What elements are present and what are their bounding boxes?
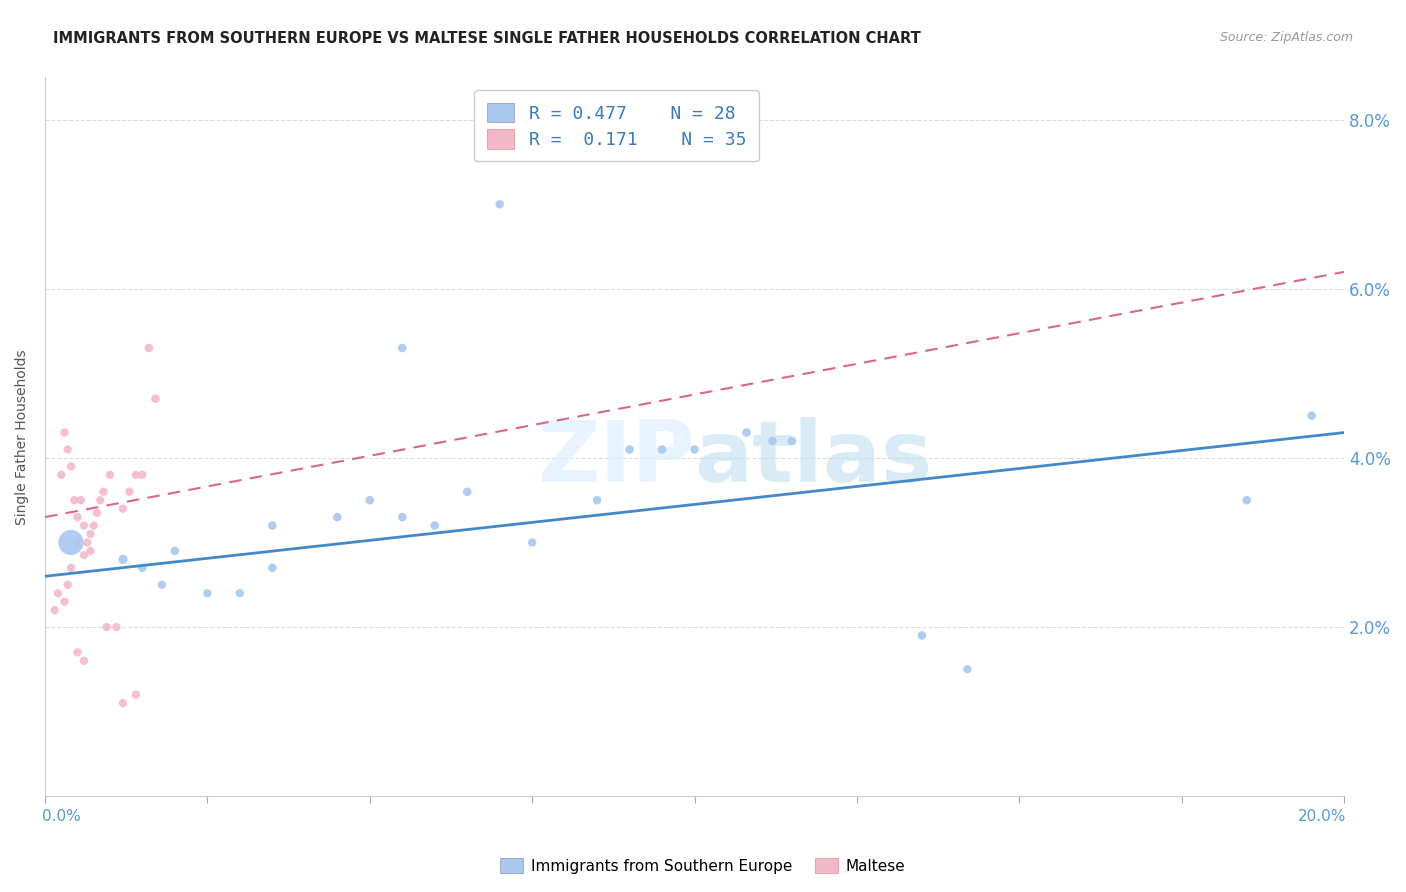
Text: Source: ZipAtlas.com: Source: ZipAtlas.com: [1219, 31, 1353, 45]
Point: [651, 442, 673, 457]
Point: [619, 442, 641, 457]
Point: [44, 603, 66, 617]
Point: [96, 620, 118, 634]
Point: [262, 561, 284, 575]
Point: [111, 552, 134, 566]
Point: [956, 662, 979, 676]
Point: [56, 578, 79, 592]
Point: [53, 594, 76, 608]
Point: [683, 442, 706, 457]
Point: [145, 392, 167, 406]
Point: [735, 425, 758, 440]
Point: [73, 548, 96, 562]
Point: [359, 493, 381, 508]
Point: [66, 645, 89, 659]
Point: [93, 484, 115, 499]
Point: [59, 459, 82, 474]
Point: [488, 197, 510, 211]
Point: [138, 341, 160, 355]
Point: [1236, 493, 1258, 508]
Point: [69, 493, 91, 508]
Point: [46, 586, 69, 600]
Point: [111, 501, 134, 516]
Point: [586, 493, 609, 508]
Point: [1301, 409, 1323, 423]
Y-axis label: Single Father Households: Single Father Households: [15, 349, 30, 524]
Point: [391, 510, 413, 524]
Point: [761, 434, 783, 448]
Point: [131, 467, 153, 482]
Legend: R = 0.477    N = 28, R =  0.171    N = 35: R = 0.477 N = 28, R = 0.171 N = 35: [474, 90, 759, 161]
Point: [520, 535, 543, 549]
Text: ZIP: ZIP: [537, 417, 695, 500]
Point: [118, 484, 141, 499]
Point: [125, 467, 148, 482]
Point: [105, 620, 128, 634]
Point: [63, 493, 86, 508]
Point: [125, 688, 148, 702]
Point: [89, 493, 111, 508]
Point: [73, 518, 96, 533]
Point: [391, 341, 413, 355]
Point: [423, 518, 446, 533]
Point: [86, 506, 108, 520]
Point: [229, 586, 252, 600]
Point: [326, 510, 349, 524]
Point: [83, 518, 105, 533]
Text: atlas: atlas: [695, 417, 932, 500]
Point: [59, 535, 82, 549]
Point: [98, 467, 121, 482]
Point: [53, 425, 76, 440]
Point: [66, 535, 89, 549]
Point: [195, 586, 218, 600]
Point: [79, 527, 101, 541]
Point: [780, 434, 803, 448]
Point: [59, 561, 82, 575]
Text: 20.0%: 20.0%: [1298, 809, 1347, 824]
Point: [111, 696, 134, 710]
Point: [73, 654, 96, 668]
Point: [79, 544, 101, 558]
Point: [51, 467, 73, 482]
Point: [66, 510, 89, 524]
Text: IMMIGRANTS FROM SOUTHERN EUROPE VS MALTESE SINGLE FATHER HOUSEHOLDS CORRELATION : IMMIGRANTS FROM SOUTHERN EUROPE VS MALTE…: [53, 31, 921, 46]
Point: [163, 544, 186, 558]
Point: [262, 518, 284, 533]
Legend: Immigrants from Southern Europe, Maltese: Immigrants from Southern Europe, Maltese: [495, 852, 911, 880]
Point: [131, 561, 153, 575]
Point: [911, 628, 934, 642]
Point: [56, 442, 79, 457]
Point: [456, 484, 478, 499]
Text: 0.0%: 0.0%: [42, 809, 82, 824]
Point: [150, 578, 173, 592]
Point: [76, 535, 98, 549]
